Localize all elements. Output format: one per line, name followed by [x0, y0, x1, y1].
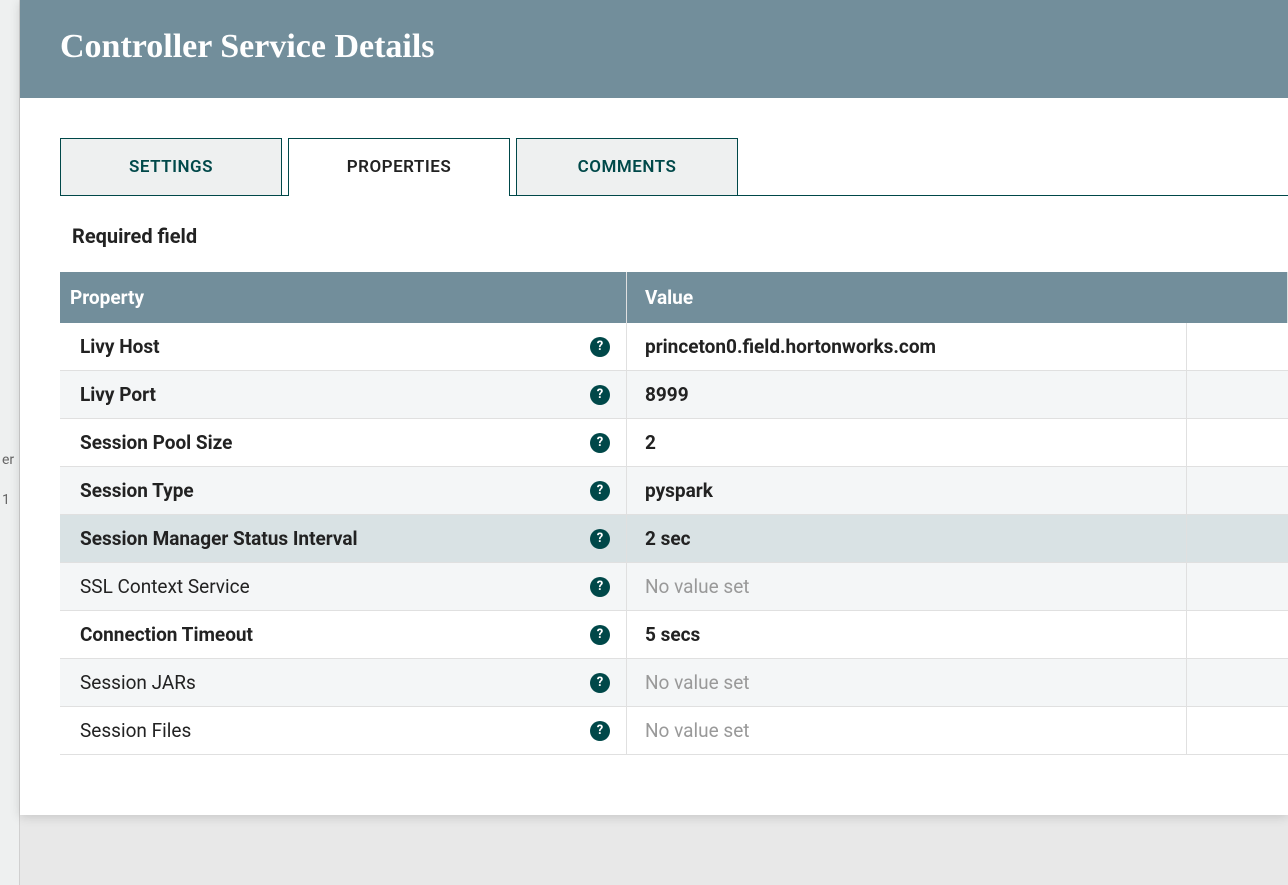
table-row[interactable]: SSL Context Service? No value set	[60, 563, 1288, 611]
help-icon[interactable]: ?	[590, 481, 610, 501]
value-cell[interactable]: pyspark	[627, 467, 1187, 514]
help-icon[interactable]: ?	[590, 721, 610, 741]
property-name: Session JARs	[80, 671, 196, 694]
modal-title: Controller Service Details	[60, 28, 1248, 66]
value-cell[interactable]: 8999	[627, 371, 1187, 418]
property-name: Session Manager Status Interval	[80, 527, 358, 550]
tab-settings[interactable]: SETTINGS	[60, 138, 282, 195]
extra-cell	[1187, 611, 1288, 658]
backdrop-sidebar: er 1	[0, 0, 20, 885]
property-name: Session Files	[80, 719, 191, 742]
property-name: Session Pool Size	[80, 431, 232, 454]
property-value: 5 secs	[645, 623, 700, 646]
property-name: Livy Port	[80, 383, 156, 406]
property-cell: Session Type?	[60, 467, 627, 514]
property-value: No value set	[645, 719, 749, 742]
property-name: Connection Timeout	[80, 623, 253, 646]
property-cell: SSL Context Service?	[60, 563, 627, 610]
help-icon[interactable]: ?	[590, 529, 610, 549]
modal-body: SETTINGS PROPERTIES COMMENTS Required fi…	[20, 98, 1288, 815]
table-row[interactable]: Livy Host? princeton0.field.hortonworks.c…	[60, 323, 1288, 371]
extra-cell	[1187, 707, 1288, 754]
property-value: princeton0.field.hortonworks.com	[645, 335, 936, 358]
property-cell: Session JARs?	[60, 659, 627, 706]
help-icon[interactable]: ?	[590, 625, 610, 645]
extra-cell	[1187, 515, 1288, 562]
table-row[interactable]: Livy Port? 8999	[60, 371, 1288, 419]
value-cell[interactable]: princeton0.field.hortonworks.com	[627, 323, 1187, 370]
extra-cell	[1187, 467, 1288, 514]
extra-cell	[1187, 563, 1288, 610]
table-row[interactable]: Session Files? No value set	[60, 707, 1288, 755]
table-row[interactable]: Session Type? pyspark	[60, 467, 1288, 515]
property-cell: Livy Port?	[60, 371, 627, 418]
tab-properties[interactable]: PROPERTIES	[288, 138, 510, 195]
property-cell: Livy Host?	[60, 323, 627, 370]
property-value: 8999	[645, 383, 689, 406]
backdrop-row-label: 1	[0, 480, 19, 520]
value-cell[interactable]: 2 sec	[627, 515, 1187, 562]
controller-service-modal: Controller Service Details SETTINGS PROP…	[20, 0, 1288, 815]
value-cell[interactable]: 2	[627, 419, 1187, 466]
extra-cell	[1187, 323, 1288, 370]
help-icon[interactable]: ?	[590, 337, 610, 357]
table-row[interactable]: Session Manager Status Interval? 2 sec	[60, 515, 1288, 563]
value-cell[interactable]: No value set	[627, 563, 1187, 610]
modal-header: Controller Service Details	[20, 0, 1288, 98]
help-icon[interactable]: ?	[590, 433, 610, 453]
help-icon[interactable]: ?	[590, 577, 610, 597]
tab-comments[interactable]: COMMENTS	[516, 138, 738, 195]
tab-bar: SETTINGS PROPERTIES COMMENTS	[60, 138, 1288, 196]
table-row[interactable]: Session Pool Size? 2	[60, 419, 1288, 467]
help-icon[interactable]: ?	[590, 385, 610, 405]
properties-table: Property Value Livy Host? princeton0.fiel…	[60, 272, 1288, 755]
value-cell[interactable]: No value set	[627, 659, 1187, 706]
required-field-label: Required field	[72, 224, 1288, 248]
property-value: No value set	[645, 671, 749, 694]
property-name: Session Type	[80, 479, 194, 502]
col-header-value: Value	[627, 272, 1288, 323]
property-value: No value set	[645, 575, 749, 598]
property-value: pyspark	[645, 479, 713, 502]
value-cell[interactable]: No value set	[627, 707, 1187, 754]
extra-cell	[1187, 659, 1288, 706]
table-header: Property Value	[60, 272, 1288, 323]
extra-cell	[1187, 419, 1288, 466]
property-cell: Session Manager Status Interval?	[60, 515, 627, 562]
extra-cell	[1187, 371, 1288, 418]
property-cell: Connection Timeout?	[60, 611, 627, 658]
property-name: SSL Context Service	[80, 575, 250, 598]
property-value: 2 sec	[645, 527, 691, 550]
value-cell[interactable]: 5 secs	[627, 611, 1187, 658]
table-row[interactable]: Session JARs? No value set	[60, 659, 1288, 707]
property-value: 2	[645, 431, 656, 454]
property-name: Livy Host	[80, 335, 160, 358]
property-cell: Session Pool Size?	[60, 419, 627, 466]
help-icon[interactable]: ?	[590, 673, 610, 693]
table-row[interactable]: Connection Timeout? 5 secs	[60, 611, 1288, 659]
col-header-property: Property	[60, 272, 627, 323]
property-cell: Session Files?	[60, 707, 627, 754]
backdrop-row-label: er	[0, 440, 19, 480]
